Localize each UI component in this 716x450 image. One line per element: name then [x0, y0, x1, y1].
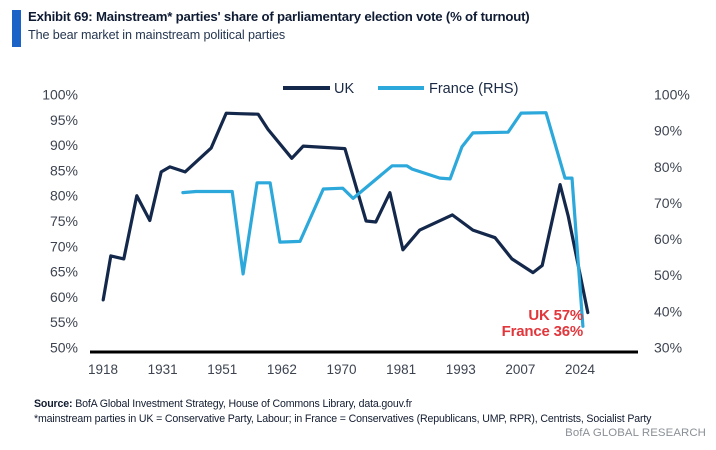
legend-label-uk: UK: [334, 81, 354, 97]
annotation-uk: UK 57%: [528, 307, 583, 324]
left-axis-tick-label: 85%: [50, 162, 78, 178]
right-axis-tick-label: 60%: [654, 231, 682, 247]
left-axis-tick-label: 70%: [50, 238, 78, 254]
exhibit-accent-bar: [12, 10, 21, 47]
right-axis-tick-label: 100%: [654, 87, 690, 103]
source-line: Source: BofA Global Investment Strategy,…: [34, 398, 412, 410]
right-axis-tick-label: 30%: [654, 340, 682, 356]
x-axis-tick-label: 1962: [267, 362, 297, 377]
right-axis-tick-label: 50%: [654, 267, 682, 283]
x-axis-tick-label: 1993: [446, 362, 476, 377]
left-axis-tick-label: 95%: [50, 112, 78, 128]
left-axis-tick-label: 55%: [50, 314, 78, 330]
exhibit-title: Exhibit 69: Mainstream* parties' share o…: [28, 9, 530, 24]
france-series-line: [181, 111, 585, 328]
legend-label-france: France (RHS): [429, 81, 518, 97]
left-axis-tick-label: 65%: [50, 264, 78, 280]
left-axis-tick-label: 90%: [50, 137, 78, 153]
source-text: BofA Global Investment Strategy, House o…: [72, 398, 412, 410]
right-axis-tick-label: 70%: [654, 195, 682, 211]
exhibit-subtitle: The bear market in mainstream political …: [28, 28, 286, 42]
left-axis-tick-label: 75%: [50, 213, 78, 229]
source-label: Source:: [34, 398, 73, 410]
right-axis-tick-label: 80%: [654, 159, 682, 175]
brand-line: BofA GLOBAL RESEARCH: [565, 427, 706, 439]
uk-series-line: [101, 111, 590, 315]
right-axis-tick-label: 90%: [654, 123, 682, 139]
x-axis-tick-label: 1951: [207, 362, 237, 377]
annotation-france: France 36%: [502, 323, 583, 340]
left-axis-tick-label: 80%: [50, 188, 78, 204]
x-axis-tick-label: 2024: [565, 362, 596, 377]
footnote-line: *mainstream parties in UK = Conservative…: [34, 413, 652, 425]
x-axis-tick-label: 1931: [148, 362, 178, 377]
left-axis-tick-label: 100%: [42, 87, 78, 103]
left-axis-tick-label: 50%: [50, 340, 78, 356]
x-axis-tick-label: 2007: [505, 362, 535, 377]
right-axis-tick-label: 40%: [654, 303, 682, 319]
left-axis-tick-label: 60%: [50, 289, 78, 305]
x-axis-tick-label: 1970: [326, 362, 356, 377]
x-axis-tick-label: 1981: [386, 362, 416, 377]
x-axis-tick-label: 1918: [88, 362, 118, 377]
